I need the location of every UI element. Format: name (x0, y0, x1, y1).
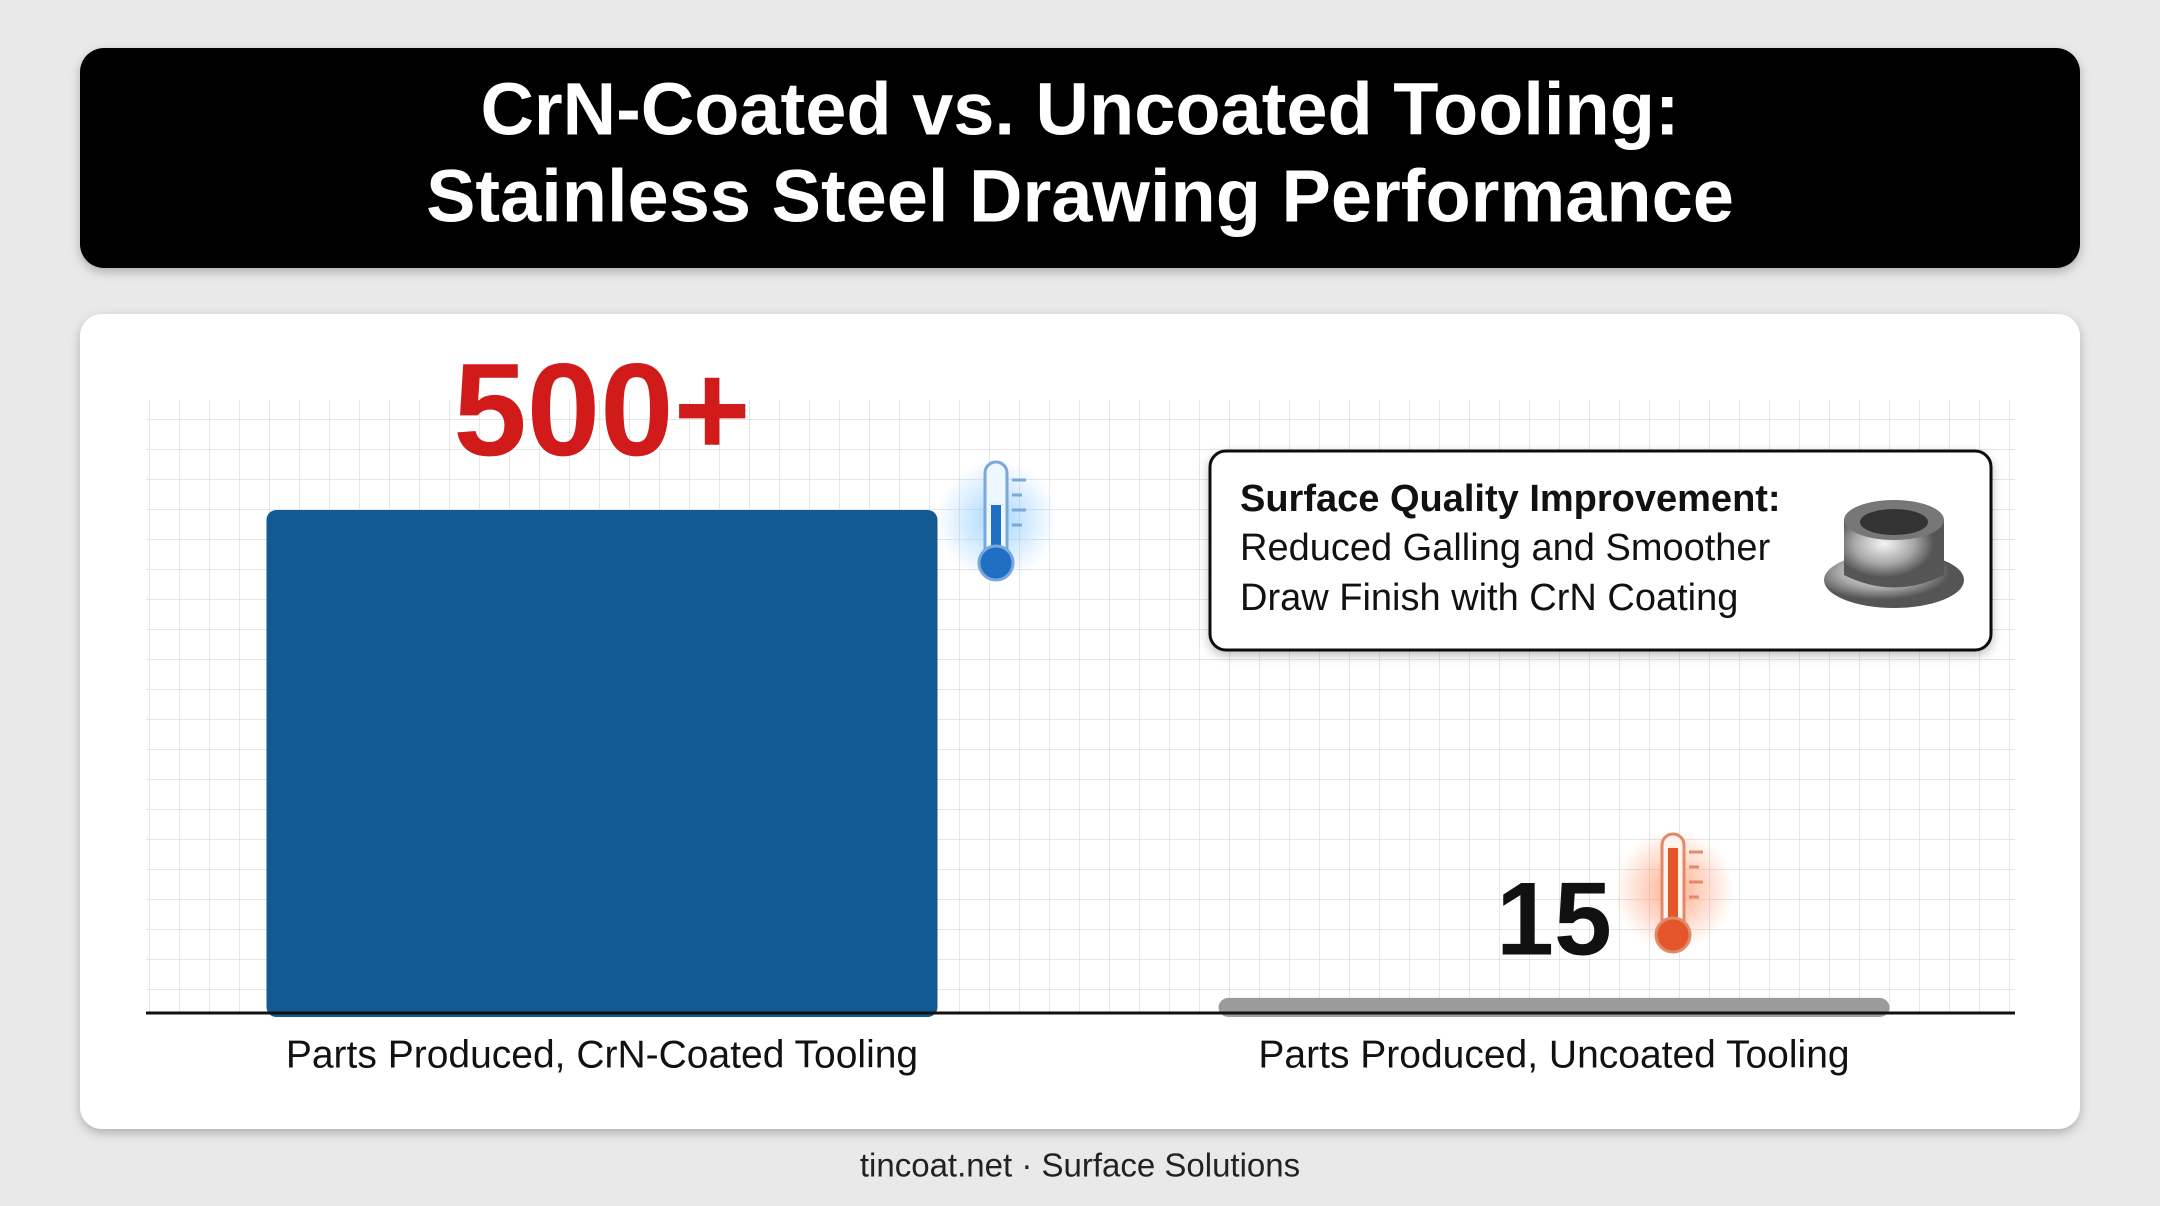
annotation-box (1208, 449, 1993, 652)
annotation-text: Reduced Galling and Smoother (1240, 527, 1771, 569)
x-tick-label: Parts Produced, CrN-Coated Tooling (286, 1033, 918, 1076)
footer: tincoat.net · Surface Solutions (860, 1147, 1300, 1184)
hot-thermometer-icon (1614, 830, 1734, 954)
cold-thermometer-icon (937, 460, 1057, 582)
annotation-text: Draw Finish with CrN Coating (1240, 577, 1738, 619)
x-tick-label: Parts Produced, Uncoated Tooling (1258, 1033, 1849, 1076)
annotation-title: Surface Quality Improvement: (1240, 478, 1781, 520)
bar (266, 510, 938, 1017)
chart-title: CrN-Coated vs. Uncoated Tooling: (480, 68, 1679, 151)
title-box (80, 48, 2080, 268)
value-label: 500+ (453, 336, 750, 483)
cup-icon (1824, 500, 1964, 608)
plot: 500+ Parts Produced, CrN-Coated Tooling 15… (146, 336, 2015, 1076)
chart-title: Stainless Steel Drawing Performance (426, 155, 1734, 238)
value-label: 15 (1496, 862, 1612, 978)
